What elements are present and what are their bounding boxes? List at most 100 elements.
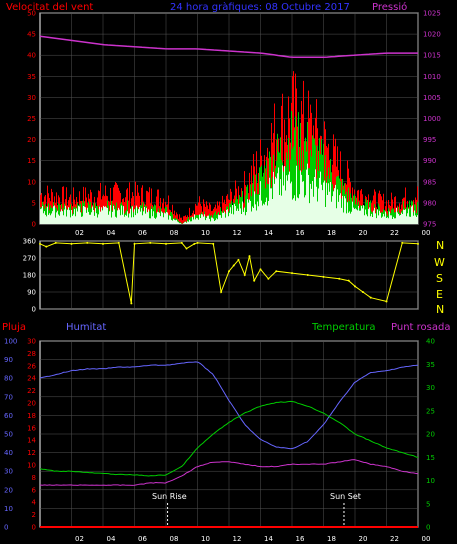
y-tick-label: 0 (32, 221, 36, 229)
pressure-label: Pressió (372, 1, 407, 13)
wind-direction-point (306, 274, 309, 276)
y-tick-label: 5 (32, 199, 36, 207)
wind-direction-point (212, 242, 215, 245)
y2-tick-label: 1020 (423, 31, 441, 39)
direction-letter: N (436, 239, 444, 252)
direction-letter: N (436, 303, 444, 316)
wind-direction-point (243, 274, 246, 276)
x-tick-label: 08 (170, 229, 179, 237)
wind-direction-point (45, 245, 48, 248)
chart-subtitle: 24 hora gràfiques: 08 Octubre 2017 (170, 1, 350, 13)
wind-direction-point (102, 242, 104, 245)
wind-direction-point (193, 242, 196, 245)
y-tick-label: 180 (23, 272, 36, 280)
dewpoint-label: Punt rosada (391, 322, 450, 333)
x-tick-label: 02 (75, 229, 84, 237)
x-tick-label: 16 (296, 229, 305, 237)
humidity-tick-label: 10 (4, 505, 13, 513)
x-tick-label: 14 (264, 535, 273, 543)
humidity-tick-label: 90 (4, 356, 13, 364)
x-tick-label: 00 (422, 229, 431, 237)
wind-direction-point (361, 291, 364, 293)
wind-speed-label: Velocitat del vent (6, 2, 93, 13)
y-tick-label: 40 (27, 52, 36, 60)
direction-letter: S (436, 272, 443, 285)
humidity-tick-label: 20 (4, 486, 13, 494)
y2-tick-label: 990 (423, 157, 436, 165)
y-tick-label: 20 (27, 136, 36, 144)
temp-tick-label: 30 (426, 384, 435, 392)
direction-letter: E (436, 288, 443, 301)
temp-tick-label: 25 (426, 407, 435, 415)
rain-tick-label: 4 (32, 499, 37, 507)
rain-label: Pluja (2, 322, 26, 333)
humidity-line (39, 361, 419, 450)
x-tick-label: 06 (138, 535, 147, 543)
x-tick-label: 10 (201, 535, 210, 543)
x-tick-label: 02 (75, 535, 84, 543)
y-tick-label: 30 (27, 94, 36, 102)
temp-tick-label: 20 (426, 431, 435, 439)
x-tick-label: 12 (233, 229, 242, 237)
wind-direction-point (180, 241, 183, 244)
wind-direction-point (237, 258, 240, 261)
humidity-tick-label: 100 (4, 338, 17, 346)
y2-tick-label: 1025 (423, 10, 441, 18)
y-tick-label: 50 (27, 10, 36, 18)
dewpoint-line (39, 459, 419, 486)
temp-tick-label: 15 (426, 454, 435, 462)
temp-tick-label: 40 (426, 338, 435, 346)
wind-direction-point (196, 241, 199, 244)
wind-direction-point (228, 270, 230, 273)
temp-tick-label: 5 (426, 500, 430, 508)
wind-direction-point (165, 242, 167, 245)
rain-tick-label: 30 (27, 338, 36, 346)
y2-tick-label: 1005 (423, 94, 441, 102)
y-tick-label: 90 (27, 289, 36, 297)
wind-direction-point (130, 302, 133, 305)
rain-tick-label: 16 (27, 424, 36, 432)
wind-direction-point (86, 241, 89, 244)
pressure-line (39, 35, 418, 59)
wind-direction-point (39, 242, 41, 245)
x-tick-label: 18 (327, 535, 336, 543)
y2-tick-label: 980 (423, 199, 436, 207)
wind-direction-point (417, 242, 419, 245)
wind-direction-point (369, 296, 372, 299)
x-tick-label: 12 (233, 535, 242, 543)
top-chart: 0510152025303540455097598098599099510001… (27, 10, 441, 238)
humidity-tick-label: 40 (4, 449, 13, 457)
rain-tick-label: 0 (32, 524, 36, 532)
humidity-tick-label: 50 (4, 431, 13, 439)
y2-tick-label: 1010 (423, 73, 441, 81)
rain-tick-label: 10 (27, 462, 36, 470)
x-tick-label: 16 (296, 535, 305, 543)
sunrise-label: Sun Rise (152, 492, 187, 501)
wind-direction-point (401, 241, 404, 244)
y-tick-label: 45 (27, 31, 36, 39)
y-tick-label: 35 (27, 73, 36, 81)
x-tick-label: 04 (107, 535, 116, 543)
temperature-line (39, 400, 419, 477)
rain-tick-label: 14 (27, 437, 36, 445)
wind-direction-point (248, 255, 251, 258)
x-tick-label: 14 (264, 229, 273, 237)
wind-direction-point (70, 242, 73, 245)
bottom-chart: 0102030405060708090100024681012141618202… (4, 338, 435, 544)
wind-direction-point (267, 277, 270, 280)
rain-tick-label: 26 (27, 362, 36, 370)
wind-direction-point (291, 272, 293, 275)
rain-tick-label: 6 (32, 486, 37, 494)
humidity-tick-label: 0 (4, 524, 8, 532)
x-tick-label: 22 (390, 229, 399, 237)
humidity-tick-label: 60 (4, 412, 13, 420)
x-tick-label: 20 (359, 535, 368, 543)
y2-tick-label: 975 (423, 221, 436, 229)
x-tick-label: 00 (422, 535, 431, 543)
temp-tick-label: 35 (426, 361, 435, 369)
wind-direction-point (185, 247, 188, 250)
temp-tick-label: 10 (426, 477, 435, 485)
wind-direction-point (149, 241, 152, 244)
x-tick-label: 22 (390, 535, 399, 543)
wind-direction-point (54, 241, 57, 244)
